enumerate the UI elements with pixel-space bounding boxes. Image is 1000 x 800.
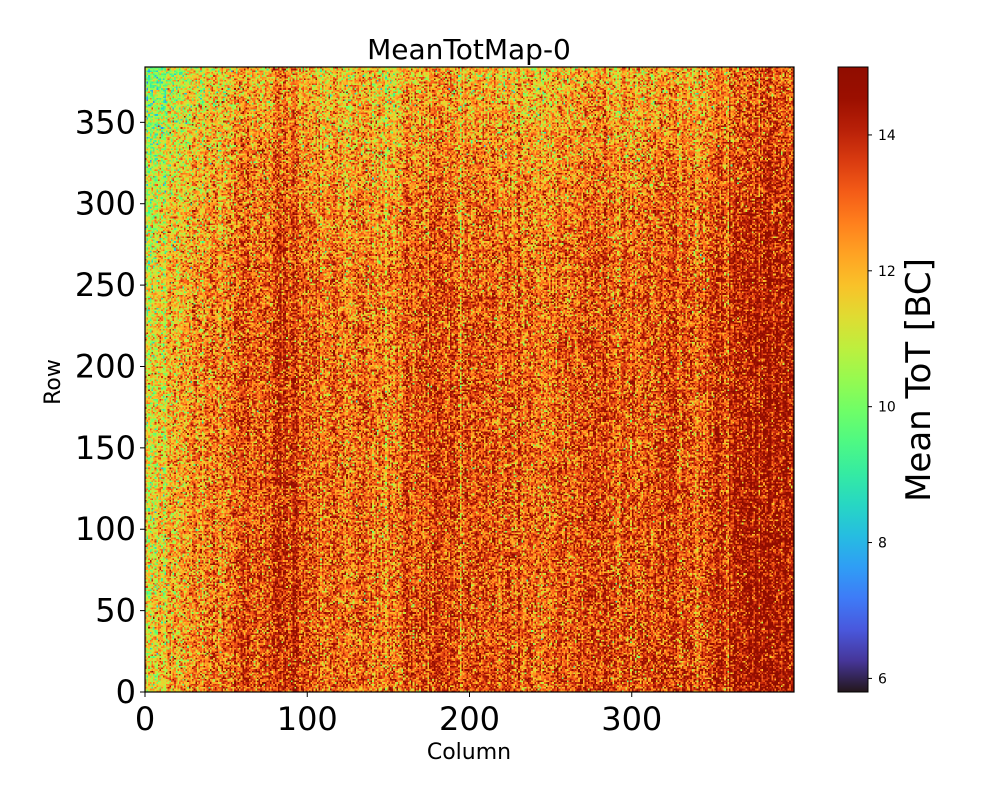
x-tick-label: 300 — [601, 700, 662, 738]
x-axis: 0 100 200 300 — [135, 692, 662, 738]
y-tick-label: 350 — [75, 103, 136, 141]
colorbar-tick-label: 6 — [878, 671, 887, 687]
y-tick-label: 0 — [116, 673, 136, 711]
colorbar-tick-label: 8 — [878, 536, 887, 552]
y-axis-label: Row — [41, 359, 66, 405]
colorbar-label: Mean ToT [BC] — [899, 258, 939, 502]
heatmap-area — [144, 66, 795, 693]
x-tick-label: 200 — [439, 700, 500, 738]
colorbar-gradient — [837, 66, 869, 693]
colorbar-tick-label: 10 — [878, 400, 896, 416]
x-tick-label: 100 — [277, 700, 338, 738]
colorbar: 6 8 10 12 14 — [837, 66, 896, 693]
y-tick-label: 300 — [75, 185, 136, 223]
heatmap-canvas-holder — [145, 67, 794, 692]
y-axis: 0 50 100 150 200 250 300 350 — [75, 103, 145, 711]
colorbar-ticks: 6 8 10 12 14 — [868, 128, 896, 687]
y-tick-label: 200 — [75, 347, 136, 385]
y-tick-label: 100 — [75, 510, 136, 548]
heatmap-image — [145, 67, 794, 692]
y-tick-label: 150 — [75, 429, 136, 467]
colorbar-tick-label: 14 — [878, 128, 896, 144]
colorbar-tick-label: 12 — [878, 264, 896, 280]
x-tick-label: 0 — [135, 700, 155, 738]
x-axis-label: Column — [427, 740, 511, 765]
chart-title: MeanTotMap-0 — [367, 33, 571, 66]
y-tick-label: 50 — [95, 592, 136, 630]
y-tick-label: 250 — [75, 266, 136, 304]
